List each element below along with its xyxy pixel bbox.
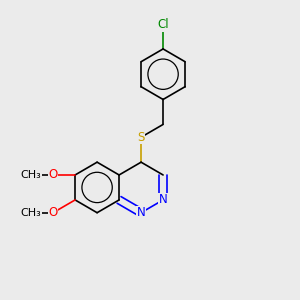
Text: CH₃: CH₃ bbox=[21, 208, 41, 218]
Text: Cl: Cl bbox=[157, 18, 169, 31]
Text: CH₃: CH₃ bbox=[21, 170, 41, 180]
Text: S: S bbox=[137, 131, 145, 144]
Text: O: O bbox=[49, 169, 58, 182]
Text: O: O bbox=[49, 206, 58, 219]
Text: N: N bbox=[137, 206, 146, 219]
Text: N: N bbox=[159, 194, 167, 206]
